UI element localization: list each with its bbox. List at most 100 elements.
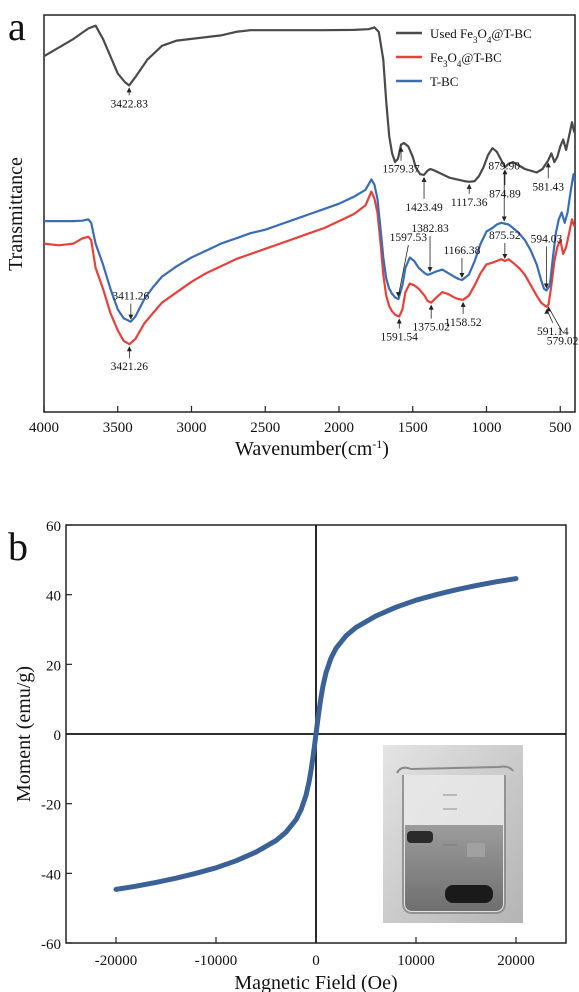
annotation-arrow-581-43 (545, 162, 551, 168)
x-tick-label: 20000 (497, 953, 535, 969)
annotation-arrow-1597-53 (395, 292, 401, 298)
legend-text-part: 3 (443, 59, 448, 69)
legend-label-t-bc: T-BC (430, 74, 458, 89)
y-tick-label: -20 (41, 798, 61, 814)
magnetization-curve (113, 576, 519, 892)
x-tick-label-1500: 1500 (398, 420, 428, 436)
peak-label-1591-54: 1591.54 (381, 331, 419, 343)
legend-text-part: 4 (457, 59, 462, 69)
particle-cluster-top (407, 831, 433, 843)
y-tick-label: 60 (46, 519, 61, 535)
y-tick-label: -40 (41, 867, 61, 883)
annotation-arrow-874-89 (502, 169, 508, 175)
peak-label-879-90: 879.90 (488, 160, 520, 172)
panel-b-magnetization-chart: b -20000 -10000 0 10000 20000 -60 -40 -20 0 20 40 6… (8, 519, 567, 992)
legend-text-part: @T-BC (491, 26, 531, 41)
panel-b-label: b (8, 524, 28, 569)
panel-b-series-group (113, 576, 519, 892)
peak-label-3411-26: 3411.26 (112, 291, 149, 303)
peak-label-1597-53: 1597.53 (390, 232, 428, 244)
panel-a-series-group (43, 24, 576, 346)
annotation-arrow-1375-02 (428, 304, 434, 310)
x-tick-label-2500: 2500 (250, 420, 280, 436)
annotation-arrow-1117-36 (466, 183, 472, 189)
x-tick-label: 0 (312, 953, 320, 969)
series-line-t-bc (44, 173, 576, 323)
legend-text-part: T-BC (430, 74, 458, 89)
panel-a-x-axis-title-suffix: ) (382, 438, 389, 460)
y-tick-label: -60 (41, 937, 61, 953)
annotation-arrow-1579-37 (398, 146, 404, 152)
annotation-leader-1597-53 (397, 245, 409, 297)
x-tick-label-3000: 3000 (177, 420, 207, 436)
panel-b-y-axis-title: Moment (emu/g) (13, 666, 35, 802)
peak-label-874-89: 874.89 (489, 188, 521, 200)
peak-label-3422-83: 3422.83 (110, 98, 148, 110)
x-tick-label: 10000 (397, 953, 435, 969)
panel-a-label: a (8, 4, 26, 49)
peak-label-1423-49: 1423.49 (405, 202, 443, 214)
legend-label-fe3o4-t-bc: Fe3O4@T-BC (430, 50, 502, 69)
annotation-leader-579-02 (548, 307, 563, 333)
x-tick-label-4000: 4000 (29, 420, 59, 436)
panel-a-x-axis-title: Wavenumber(cm-1) (235, 437, 389, 460)
x-tick-label: -10000 (195, 953, 238, 969)
annotation-arrow-1423-49 (421, 176, 427, 182)
annotation-arrow-875-52 (502, 253, 508, 259)
peak-label-594-03: 594.03 (531, 233, 563, 245)
x-tick-label-1000: 1000 (472, 420, 502, 436)
annotation-arrow-1382-83 (427, 267, 433, 273)
annotation-arrow-3421-26 (126, 346, 132, 352)
panel-a-ftir-chart: a 4000 3500 3000 2500 2000 1500 1000 500 3422.8… (5, 4, 579, 460)
peak-label-3421-26: 3421.26 (111, 361, 149, 373)
panel-a-y-axis-title: Transmittance (5, 157, 27, 271)
legend-text-part: O (477, 26, 486, 41)
y-tick-label: 0 (54, 728, 62, 744)
panel-a-x-axis-title-superscript: -1 (372, 437, 382, 451)
x-tick-label-3500: 3500 (103, 420, 133, 436)
annotation-arrow-579-02 (546, 306, 552, 312)
peak-label-875-52: 875.52 (489, 230, 521, 242)
x-tick-label-2000: 2000 (324, 420, 354, 436)
peak-label-1579-37: 1579.37 (382, 164, 420, 176)
panel-b-ticks: -20000 -10000 0 10000 20000 -60 -40 -20 0 20 40 60 (41, 519, 535, 969)
annotation-arrow-1591-54 (396, 318, 402, 324)
legend-text-part: Used Fe (430, 26, 473, 41)
y-tick-label: 40 (46, 589, 61, 605)
legend-text-part: 4 (487, 35, 492, 45)
annotation-arrow-594-03 (543, 283, 549, 289)
peak-label-579-02: 579.02 (547, 335, 579, 347)
series-line-fe3o4-t-bc (43, 190, 576, 346)
y-tick-label: 20 (46, 658, 61, 674)
legend-text-part: Fe (430, 50, 443, 65)
x-tick-label-500: 500 (549, 420, 572, 436)
panel-a-x-ticks: 4000 3500 3000 2500 2000 1500 1000 500 (29, 406, 572, 436)
peak-label-581-43: 581.43 (532, 181, 564, 193)
peak-label-1166-38: 1166.38 (443, 245, 480, 257)
annotation-arrow-3422-83 (126, 87, 132, 93)
series-line-used-fe3o4-t-bc (43, 24, 576, 183)
peak-label-1375-02: 1375.02 (412, 322, 450, 334)
legend-text-part: 3 (473, 35, 478, 45)
peak-label-1382-83: 1382.83 (411, 223, 449, 235)
annotation-arrow-1166-38 (459, 273, 465, 279)
annotation-arrow-879-90 (501, 216, 507, 222)
annotation-arrow-1158-52 (460, 301, 466, 307)
legend-label-used-fe3o4-t-bc: Used Fe3O4@T-BC (430, 26, 532, 45)
beaker-rim (396, 765, 514, 774)
beaker-photo-inset (383, 745, 523, 923)
beaker-label-patch (467, 843, 485, 857)
magnetic-particle-aggregate (445, 885, 493, 903)
legend-text-part: @T-BC (461, 50, 501, 65)
x-tick-label: -20000 (95, 953, 138, 969)
peak-label-1158-52: 1158.52 (445, 317, 482, 329)
annotation-arrow-3411-26 (128, 314, 134, 320)
panel-a-plot-frame (43, 14, 576, 413)
panel-b-x-axis-title: Magnetic Field (Oe) (234, 972, 397, 992)
legend-text-part: O (448, 50, 457, 65)
peak-label-1117-36: 1117.36 (451, 197, 488, 209)
panel-a-x-axis-title-main: Wavenumber(cm (235, 438, 373, 460)
